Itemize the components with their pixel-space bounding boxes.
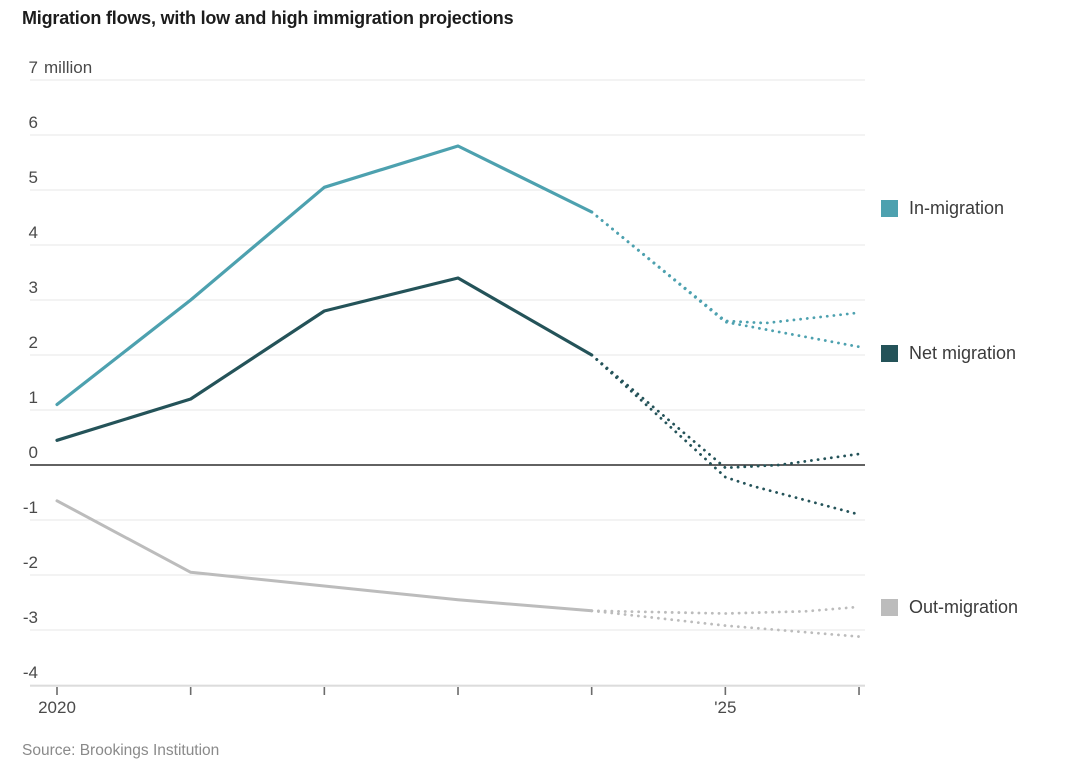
y-axis-label: 6 — [29, 113, 38, 132]
y-axis-label: 1 — [29, 388, 38, 407]
chart-title: Migration flows, with low and high immig… — [22, 8, 514, 28]
y-axis-label: 3 — [29, 278, 38, 297]
y-axis-label: 2 — [29, 333, 38, 352]
legend-item-out-migration: Out-migration — [881, 597, 1018, 618]
in-migration-solid-line — [55, 144, 594, 407]
source-note: Source: Brookings Institution — [22, 742, 220, 759]
legend-item-net-migration: Net migration — [881, 343, 1016, 364]
y-axis-label: -3 — [23, 608, 38, 627]
legend-label: Out-migration — [909, 597, 1019, 617]
in-migration-projection-high-line — [590, 210, 861, 325]
y-axis-label: 4 — [29, 223, 38, 242]
out-migration-swatch — [881, 599, 898, 616]
out-migration-projection-low-line — [590, 609, 861, 638]
chart-legend: In-migration Net migration Out-migration — [881, 0, 1076, 700]
out-migration-projection-high-line — [590, 605, 861, 615]
net-migration-solid-line — [55, 276, 594, 442]
y-axis-unit-label: million — [44, 58, 92, 77]
y-axis-label: 7 — [29, 58, 38, 77]
y-axis-label: 0 — [29, 443, 38, 462]
x-axis-label: '25 — [714, 698, 736, 717]
legend-label: Net migration — [909, 343, 1017, 363]
y-axis-label: -2 — [23, 553, 38, 572]
y-axis-label: -4 — [23, 663, 38, 682]
y-axis-label: 5 — [29, 168, 38, 187]
y-axis-label: -1 — [23, 498, 38, 517]
net-migration-swatch — [881, 345, 898, 362]
legend-label: In-migration — [909, 198, 1005, 218]
net-migration-projection-high-line — [590, 353, 861, 470]
in-migration-swatch — [881, 200, 898, 217]
in-migration-projection-low-line — [590, 210, 861, 349]
legend-item-in-migration: In-migration — [881, 198, 1004, 219]
x-axis-label: 2020 — [38, 698, 76, 717]
out-migration-solid-line — [55, 499, 594, 613]
net-migration-projection-low-line — [590, 353, 861, 516]
